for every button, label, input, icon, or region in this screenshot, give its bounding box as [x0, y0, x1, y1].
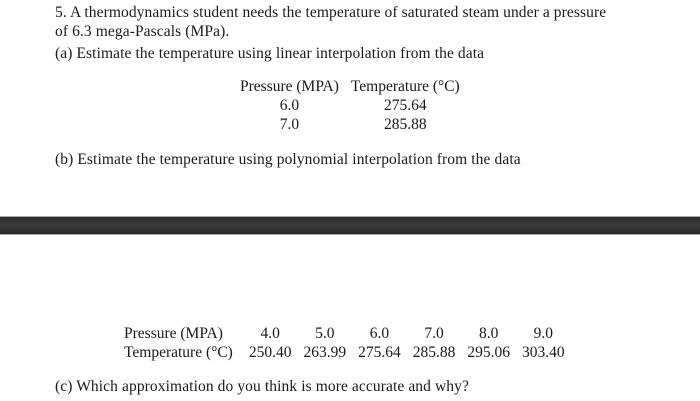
problem-statement-line-1: 5. A thermodynamics student needs the te…	[55, 4, 607, 21]
cell-pressure: 7.0	[424, 325, 444, 342]
part-c-question: (c) Which approximation do you think is …	[55, 378, 469, 395]
table-row-temperature: Temperature (°C) 250.40 263.99 275.64 28…	[124, 343, 571, 362]
cell-temperature: 285.88	[412, 344, 456, 361]
cell-temperature: 303.40	[521, 344, 565, 361]
data-table-polynomial: Pressure (MPA) 4.0 5.0 6.0 7.0 8.0 9.0 T…	[124, 324, 571, 362]
cell-pressure: 7.0	[279, 116, 300, 133]
cell-temperature: 285.88	[383, 116, 427, 133]
cell-pressure: 4.0	[260, 325, 280, 342]
problem-statement-line-2: of 6.3 mega-Pascals (MPa).	[55, 23, 230, 40]
cell-temperature: 295.06	[467, 344, 510, 361]
cell-pressure: 6.0	[369, 325, 390, 342]
row-label-pressure: Pressure (MPA)	[124, 325, 223, 342]
cell-pressure: 9.0	[533, 325, 553, 342]
cell-pressure: 5.0	[315, 325, 335, 342]
table-row-pressure: Pressure (MPA) 4.0 5.0 6.0 7.0 8.0 9.0	[124, 324, 571, 343]
cell-temperature: 263.99	[303, 344, 347, 361]
part-b-question: (b) Estimate the temperature using polyn…	[55, 151, 521, 168]
header-temperature: Temperature (°C)	[350, 78, 460, 95]
table-row: 7.0 285.88	[236, 115, 468, 134]
data-table-linear: Pressure (MPA) Temperature (°C) 6.0 275.…	[236, 77, 468, 134]
table-header-row: Pressure (MPA) Temperature (°C)	[236, 77, 468, 96]
header-pressure: Pressure (MPA)	[240, 78, 339, 95]
row-label-temperature: Temperature (°C)	[124, 344, 233, 361]
table-row: 6.0 275.64	[236, 96, 468, 115]
page-divider-bar	[0, 216, 700, 235]
cell-temperature: 275.64	[383, 97, 427, 114]
cell-temperature: 275.64	[358, 344, 401, 361]
part-a-question: (a) Estimate the temperature using linea…	[55, 45, 485, 62]
cell-pressure: 6.0	[279, 97, 300, 114]
cell-temperature: 250.40	[248, 344, 292, 361]
cell-pressure: 8.0	[478, 325, 499, 342]
